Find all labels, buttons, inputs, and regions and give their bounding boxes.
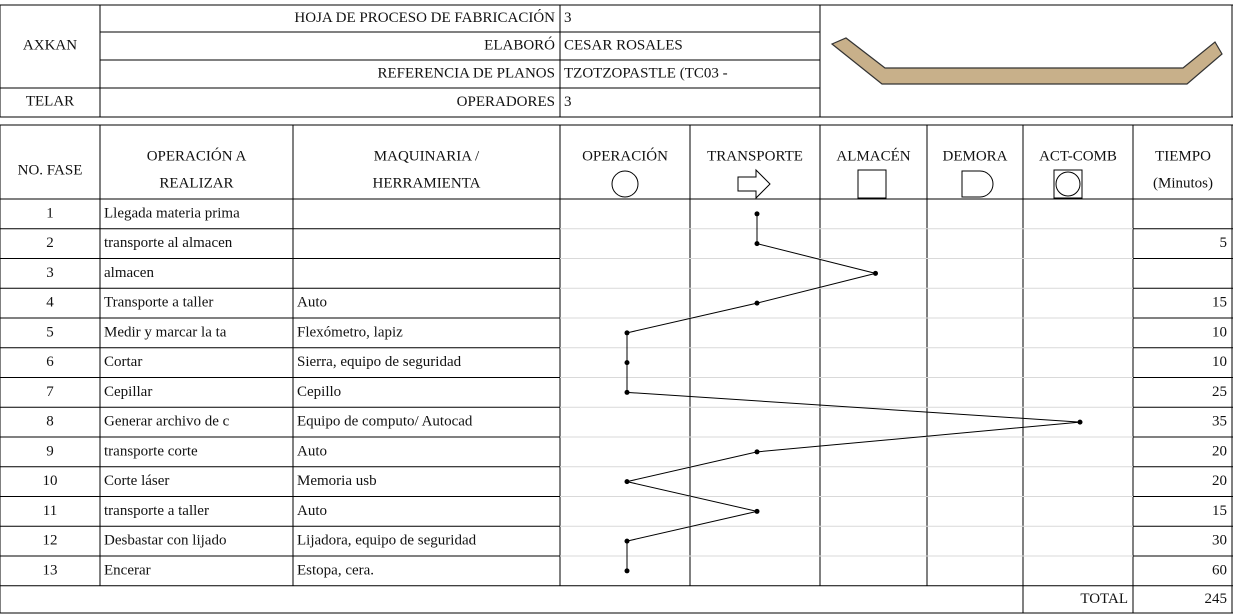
column-header: TIEMPO [1155,148,1211,164]
column-header: HERRAMIENTA [373,175,481,191]
activity-dot [624,538,630,544]
operation: Transporte a taller [104,295,213,311]
tool: Flexómetro, lapiz [297,324,403,340]
board-image [830,37,1223,85]
activity-header: ACT-COMB [1039,148,1117,164]
tool: Memoria usb [297,473,377,489]
operation: Encerar [104,562,151,578]
phase: 10 [43,473,58,489]
company: AXKAN [23,37,77,53]
tool: Auto [297,295,327,311]
time: 15 [1212,295,1227,311]
activity-header: ALMACÉN [836,147,910,164]
column-header: (Minutos) [1153,175,1213,191]
time: 30 [1212,533,1227,549]
time: 25 [1212,384,1227,400]
activity-dot [754,211,760,217]
operation: Desbastar con lijado [104,533,226,549]
phase: 5 [46,324,54,340]
time: 15 [1212,503,1227,519]
tool: Lijadora, equipo de seguridad [297,533,477,549]
tool: Estopa, cera. [297,562,374,578]
field-label: OPERADORES [457,94,555,110]
operation: Generar archivo de c [104,414,230,430]
activity-dot [754,449,760,455]
activity-header: DEMORA [942,148,1007,164]
phase: 4 [46,295,54,311]
tool: Auto [297,503,327,519]
field-value: CESAR ROSALES [564,37,683,53]
phase: 9 [46,443,54,459]
operation: transporte corte [104,443,198,459]
tool: Cepillo [297,384,341,400]
activity-dot [624,360,630,366]
phase: 1 [46,205,54,221]
field-value: 3 [564,94,572,110]
operation: Cortar [104,354,142,370]
time: 10 [1212,354,1227,370]
time: 5 [1220,235,1228,251]
activity-header: OPERACIÓN [582,147,668,164]
field-value: TZOTZOPASTLE (TC03 - [564,65,728,81]
phase: 13 [43,562,58,578]
operation: Llegada materia prima [104,205,240,221]
activity-dot [624,389,630,395]
phase: 2 [46,235,54,251]
activity-dot [754,508,760,514]
flow-line [626,213,1081,571]
activity-dot [754,300,760,306]
time: 35 [1212,414,1227,430]
tool: Auto [297,443,327,459]
operation: almacen [104,265,154,281]
phase: 7 [46,384,54,400]
column-header: REALIZAR [159,175,233,191]
operation: transporte al almacen [104,235,233,251]
operation: Cepillar [104,384,152,400]
column-header: NO. FASE [18,162,83,178]
phase: 11 [43,503,57,519]
tool: Sierra, equipo de seguridad [297,354,462,370]
time: 20 [1212,443,1227,459]
tool: Equipo de computo/ Autocad [297,414,473,430]
total-label: TOTAL [1080,591,1128,607]
activity-dot [1077,419,1083,425]
activity-symbols [611,168,1083,200]
operation: transporte a taller [104,503,209,519]
phase: 6 [46,354,54,370]
field-label: REFERENCIA DE PLANOS [377,65,555,81]
activity-dot [873,270,878,276]
time: 20 [1212,473,1227,489]
phase: 3 [46,265,54,281]
activity-dot [754,241,760,247]
time: 10 [1212,324,1227,340]
activity-dot [624,479,630,485]
area: TELAR [26,93,74,109]
field-value: 3 [564,10,572,26]
operation: Corte láser [104,473,169,489]
field-label: ELABORÓ [484,36,555,53]
column-header: OPERACIÓN A [147,147,247,164]
activity-dot [624,568,630,574]
phase: 8 [46,414,54,430]
column-header: MAQUINARIA / [374,148,480,164]
time: 60 [1212,562,1227,578]
phase: 12 [43,533,58,549]
activity-header: TRANSPORTE [707,148,803,164]
field-label: HOJA DE PROCESO DE FABRICACIÓN [294,9,555,26]
total-value: 245 [1205,591,1228,607]
activity-dot [624,330,630,336]
operation: Medir y marcar la ta [104,324,227,340]
